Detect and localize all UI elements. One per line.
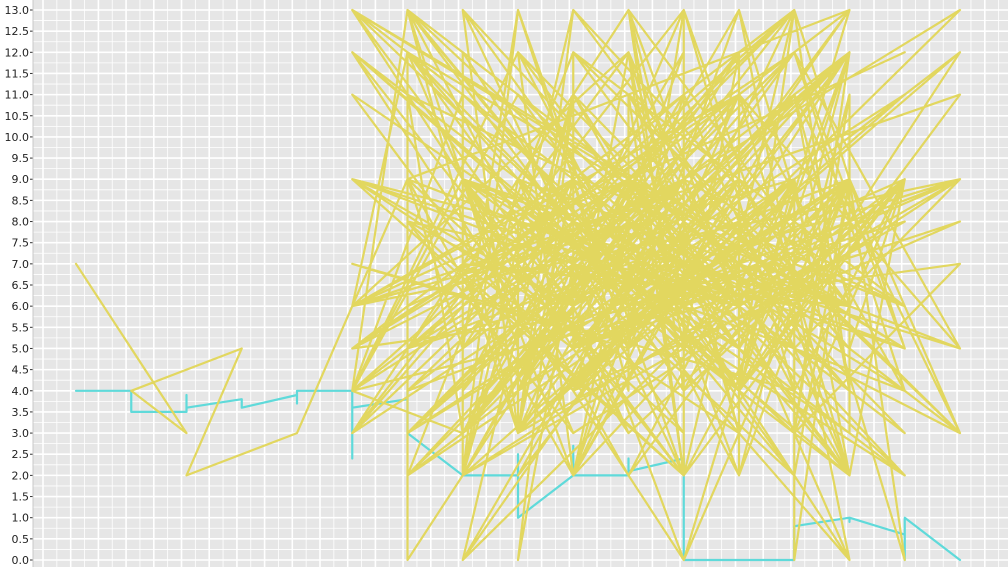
series-layer	[74, 8, 962, 562]
y-tick-label: 7.0	[12, 258, 30, 271]
y-tick-label: 12.5	[5, 25, 30, 38]
y-tick-label: 6.5	[12, 279, 30, 292]
y-tick-label: 3.0	[12, 427, 30, 440]
y-tick-label: 0.5	[12, 533, 30, 546]
y-tick-label: 0.0	[12, 554, 30, 567]
series-line-1	[74, 8, 962, 562]
y-tick-label: 3.5	[12, 406, 30, 419]
y-tick-label: 1.0	[12, 512, 30, 525]
y-tick-label: 1.5	[12, 491, 30, 504]
y-tick-label: 2.5	[12, 448, 30, 461]
y-tick-label: 4.5	[12, 364, 30, 377]
y-tick-label: 11.5	[5, 67, 30, 80]
y-tick-label: 12.0	[5, 46, 30, 59]
y-tick-label: 9.5	[12, 152, 30, 165]
y-tick-label: 8.0	[12, 216, 30, 229]
y-tick-label: 10.5	[5, 110, 30, 123]
y-tick-label: 8.5	[12, 194, 30, 207]
y-axis: 0.0 0.5 1.0 1.5 2.0 2.5 3.0 3.5 4.0 4.5 5.0 5.5 6.0 6…	[5, 4, 33, 567]
y-tick-label: 4.0	[12, 385, 30, 398]
y-tick-label: 6.0	[12, 300, 30, 313]
y-tick-label: 7.5	[12, 237, 30, 250]
y-tick-label: 11.0	[5, 89, 30, 102]
y-tick-label: 5.5	[12, 321, 30, 334]
y-tick-label: 2.0	[12, 469, 30, 482]
y-tick-label: 9.0	[12, 173, 30, 186]
y-tick-label: 13.0	[5, 4, 30, 17]
y-tick-label: 10.0	[5, 131, 30, 144]
y-tick-label: 5.0	[12, 342, 30, 355]
